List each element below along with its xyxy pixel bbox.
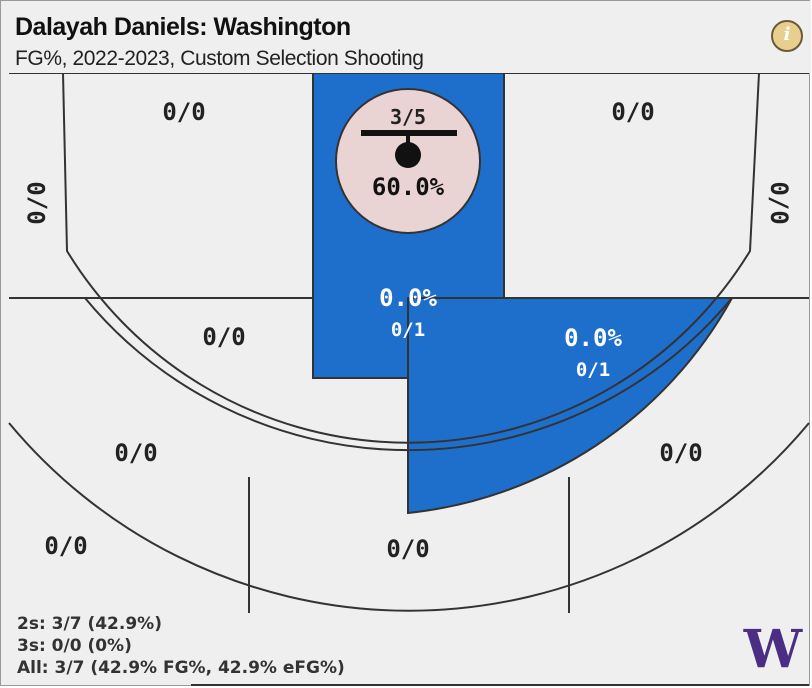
zone-label-left-deep-three: 0/0	[44, 532, 87, 560]
zone-label-rim-pct: 60.0%	[372, 173, 445, 201]
court-lines	[8, 72, 810, 686]
twos-total: 2s: 3/7 (42.9%)	[17, 614, 162, 634]
zone-label-rim-count: 3/5	[390, 105, 426, 129]
chart-subtitle: FG%, 2022-2023, Custom Selection Shootin…	[15, 47, 424, 70]
all-total: All: 3/7 (42.9% FG%, 42.9% eFG%)	[17, 658, 345, 678]
washington-w-logo: W	[743, 623, 804, 671]
rim-icon	[395, 142, 421, 168]
zone-label-paint-pct: 0.0%	[379, 284, 437, 312]
zone-label-right-upper-wing: 0/0	[611, 98, 654, 126]
chart-title: Dalayah Daniels: Washington	[15, 13, 351, 41]
zone-label-left-corner-three: 0/0	[23, 181, 51, 224]
logo-letter: W	[743, 623, 804, 671]
info-icon[interactable]: i	[771, 20, 803, 52]
zone-label-paint-count: 0/1	[391, 319, 425, 341]
zone-labels: 0/0 0/0 0/0 0/0 0/0 0/0 0/0 0/0 0/0 3/5 60.0% 0.0% 0…	[23, 98, 793, 563]
chart-header: Dalayah Daniels: Washington FG%, 2022-20…	[1, 1, 811, 73]
totals-summary: 2s: 3/7 (42.9%) 3s: 0/0 (0%) All: 3/7 (4…	[17, 613, 345, 679]
outer-arc	[8, 422, 810, 612]
zone-label-left-wing-three: 0/0	[114, 439, 157, 467]
threes-total: 3s: 0/0 (0%)	[17, 636, 132, 656]
zone-label-right-corner-three: 0/0	[765, 181, 793, 224]
zone-label-right-midrange-count: 0/1	[576, 359, 610, 381]
zone-fill-right-midrange	[407, 297, 734, 515]
zone-label-left-upper-wing: 0/0	[162, 98, 205, 126]
zone-label-right-midrange-pct: 0.0%	[564, 324, 622, 352]
zone-label-top-three: 0/0	[386, 535, 429, 563]
zone-label-left-midrange: 0/0	[202, 323, 245, 351]
zone-label-right-wing-three: 0/0	[659, 439, 702, 467]
